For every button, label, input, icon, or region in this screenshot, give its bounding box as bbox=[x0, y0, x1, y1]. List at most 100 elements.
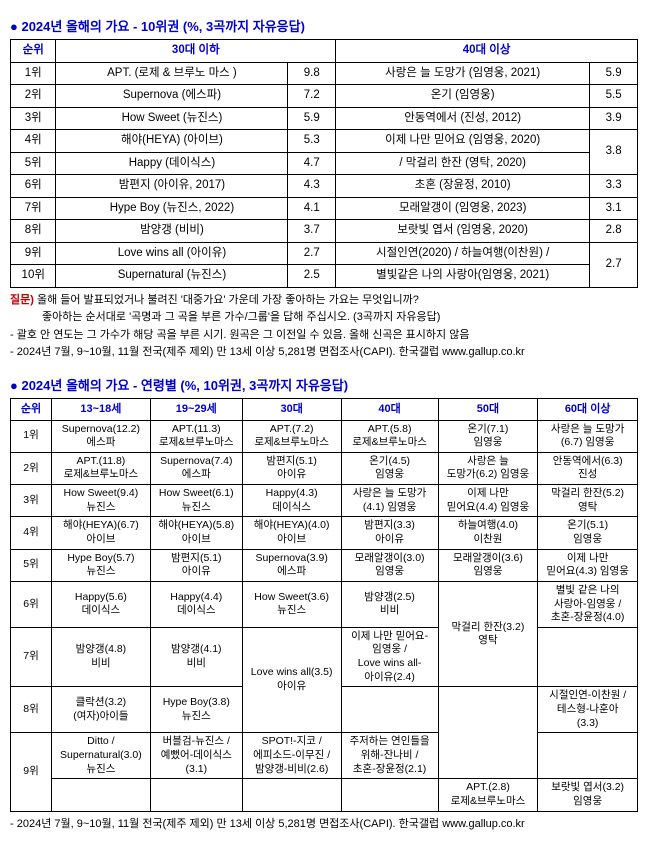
song-cell: 하늘여행(4.0) 이찬원 bbox=[438, 517, 538, 549]
song-cell: 별빛 같은 나의 사랑아-임영웅 / 초혼-장윤정(4.0) bbox=[538, 581, 638, 627]
song-b: 별빛같은 나의 사랑아(임영웅, 2021) bbox=[336, 265, 590, 288]
rank-cell: 2위 bbox=[11, 452, 52, 484]
val-b: 2.8 bbox=[590, 220, 638, 243]
rank-cell: 9위 bbox=[11, 733, 52, 811]
song-cell: 이제 나만 믿어요- 임영웅 / Love wins all- 아이유(2.4) bbox=[341, 627, 438, 687]
section1-notes: 질문) 올해 들어 발표되었거나 불려진 '대중가요' 가운데 가장 좋아하는 … bbox=[10, 292, 638, 361]
t2-col: 50대 bbox=[438, 398, 538, 420]
rank-cell: 5위 bbox=[11, 152, 56, 175]
song-cell: 안동역에서(6.3) 진성 bbox=[538, 452, 638, 484]
song-cell bbox=[242, 779, 341, 811]
rank-cell: 8위 bbox=[11, 220, 56, 243]
t2-col: 60대 이상 bbox=[538, 398, 638, 420]
val-a: 4.3 bbox=[288, 175, 336, 198]
rank-cell: 1위 bbox=[11, 62, 56, 85]
song-cell: 사랑은 늘 도망가 (4.1) 임영웅 bbox=[341, 485, 438, 517]
song-cell bbox=[538, 627, 638, 687]
rank-cell: 3위 bbox=[11, 107, 56, 130]
val-a: 3.7 bbox=[288, 220, 336, 243]
song-cell: 온기(7.1) 임영웅 bbox=[438, 420, 538, 452]
song-b: 온기 (임영웅) bbox=[336, 85, 590, 108]
val-a: 4.7 bbox=[288, 152, 336, 175]
val-a: 7.2 bbox=[288, 85, 336, 108]
val-b: 3.9 bbox=[590, 107, 638, 130]
song-cell bbox=[538, 733, 638, 779]
t2-col: 순위 bbox=[11, 398, 52, 420]
song-b: / 막걸리 한잔 (영탁, 2020) bbox=[336, 152, 590, 175]
val-b: 3.1 bbox=[590, 197, 638, 220]
val-b: 3.8 bbox=[590, 130, 638, 175]
song-cell: 시절인연-이찬원 / 테스형-나훈아 (3.3) bbox=[538, 687, 638, 733]
song-a: 밤양갱 (비비) bbox=[56, 220, 288, 243]
song-cell: How Sweet(3.6) 뉴진스 bbox=[242, 581, 341, 627]
song-cell: 온기(5.1) 임영웅 bbox=[538, 517, 638, 549]
song-cell: Happy(4.4) 데이식스 bbox=[150, 581, 242, 627]
song-cell: 밤양갱(2.5) 비비 bbox=[341, 581, 438, 627]
song-cell bbox=[341, 687, 438, 733]
note-line: 좋아하는 순서대로 '곡명과 그 곡을 부른 가수/그룹'을 답해 주십시오. … bbox=[10, 309, 638, 326]
val-a: 5.3 bbox=[288, 130, 336, 153]
song-cell: 밤양갱(4.1) 비비 bbox=[150, 627, 242, 687]
song-cell: 이제 나만 믿어요(4.3) 임영웅 bbox=[538, 549, 638, 581]
song-cell: 사랑은 늘 도망가(6.2) 임영웅 bbox=[438, 452, 538, 484]
song-a: APT. (로제 & 브루노 마스 ) bbox=[56, 62, 288, 85]
song-cell: Hype Boy(3.8) 뉴진스 bbox=[150, 687, 242, 733]
val-a: 2.5 bbox=[288, 265, 336, 288]
song-cell: SPOT!-지코 / 에피소드-이무진 / 밤양갱-비비(2.6) bbox=[242, 733, 341, 779]
rank-cell: 1위 bbox=[11, 420, 52, 452]
question-label: 질문) bbox=[10, 294, 37, 306]
note-line: - 괄호 안 연도는 그 가수가 해당 곡을 부른 시기. 원곡은 그 이전일 … bbox=[10, 327, 638, 344]
val-a: 4.1 bbox=[288, 197, 336, 220]
song-cell: How Sweet(9.4) 뉴진스 bbox=[52, 485, 151, 517]
song-cell: Supernova(12.2) 에스파 bbox=[52, 420, 151, 452]
song-cell: 해야(HEYA)(5.8) 아이브 bbox=[150, 517, 242, 549]
footer-note: - 2024년 7월, 9~10월, 11월 전국(제주 제외) 만 13세 이… bbox=[10, 816, 638, 833]
song-cell: 막걸리 한잔(5.2) 영탁 bbox=[538, 485, 638, 517]
rank-cell: 10위 bbox=[11, 265, 56, 288]
song-cell: 클락션(3.2) (여자)아이들 bbox=[52, 687, 151, 733]
rank-cell: 6위 bbox=[11, 175, 56, 198]
song-cell: 모래알갱이(3.0) 임영웅 bbox=[341, 549, 438, 581]
song-cell bbox=[52, 779, 151, 811]
song-b: 안동역에서 (진성, 2012) bbox=[336, 107, 590, 130]
song-cell: 온기(4.5) 임영웅 bbox=[341, 452, 438, 484]
t1-col-b: 40대 이상 bbox=[336, 40, 638, 63]
song-cell: 주저하는 연인들을 위해-잔나비 / 초혼-장윤정(2.1) bbox=[341, 733, 438, 779]
t2-col: 30대 bbox=[242, 398, 341, 420]
t2-col: 19~29세 bbox=[150, 398, 242, 420]
song-cell: 모래알갱이(3.6) 임영웅 bbox=[438, 549, 538, 581]
song-cell: Happy(5.6) 데이식스 bbox=[52, 581, 151, 627]
song-cell: APT.(11.8) 로제&브루노마스 bbox=[52, 452, 151, 484]
song-cell: 밤편지(5.1) 아이유 bbox=[150, 549, 242, 581]
rank-cell: 7위 bbox=[11, 197, 56, 220]
song-cell: APT.(2.8) 로제&브루노마스 bbox=[438, 779, 538, 811]
song-cell: 막걸리 한잔(3.2) 영탁 bbox=[438, 581, 538, 686]
song-cell bbox=[341, 779, 438, 811]
rank-cell: 4위 bbox=[11, 130, 56, 153]
song-cell: Supernova(3.9) 에스파 bbox=[242, 549, 341, 581]
song-cell: 버블검-뉴진스 / 예뻤어-데이식스 (3.1) bbox=[150, 733, 242, 779]
song-b: 시절인연(2020) / 하늘여행(이찬원) / bbox=[336, 242, 590, 265]
song-cell: APT.(5.8) 로제&브루노마스 bbox=[341, 420, 438, 452]
rank-cell: 7위 bbox=[11, 627, 52, 687]
song-a: Love wins all (아이유) bbox=[56, 242, 288, 265]
song-cell: 해야(HEYA)(6.7) 아이브 bbox=[52, 517, 151, 549]
song-cell bbox=[438, 687, 538, 779]
rank-cell: 2위 bbox=[11, 85, 56, 108]
song-cell: 해야(HEYA)(4.0) 아이브 bbox=[242, 517, 341, 549]
song-a: Happy (데이식스) bbox=[56, 152, 288, 175]
note-line: 질문) 올해 들어 발표되었거나 불려진 '대중가요' 가운데 가장 좋아하는 … bbox=[10, 292, 638, 309]
rank-cell: 3위 bbox=[11, 485, 52, 517]
song-a: Supernatural (뉴진스) bbox=[56, 265, 288, 288]
section1-title: 2024년 올해의 가요 - 10위권 (%, 3곡까지 자유응답) bbox=[10, 16, 638, 35]
table1: 순위 30대 이하 40대 이상 1위APT. (로제 & 브루노 마스 )9.… bbox=[10, 39, 638, 288]
val-b: 5.9 bbox=[590, 62, 638, 85]
song-b: 보랏빛 엽서 (임영웅, 2020) bbox=[336, 220, 590, 243]
song-cell: Hype Boy(5.7) 뉴진스 bbox=[52, 549, 151, 581]
table2: 순위13~18세19~29세30대40대50대60대 이상 1위Supernov… bbox=[10, 398, 638, 812]
song-a: How Sweet (뉴진스) bbox=[56, 107, 288, 130]
song-a: Supernova (에스파) bbox=[56, 85, 288, 108]
val-b: 2.7 bbox=[590, 242, 638, 287]
rank-cell: 8위 bbox=[11, 687, 52, 733]
val-a: 5.9 bbox=[288, 107, 336, 130]
